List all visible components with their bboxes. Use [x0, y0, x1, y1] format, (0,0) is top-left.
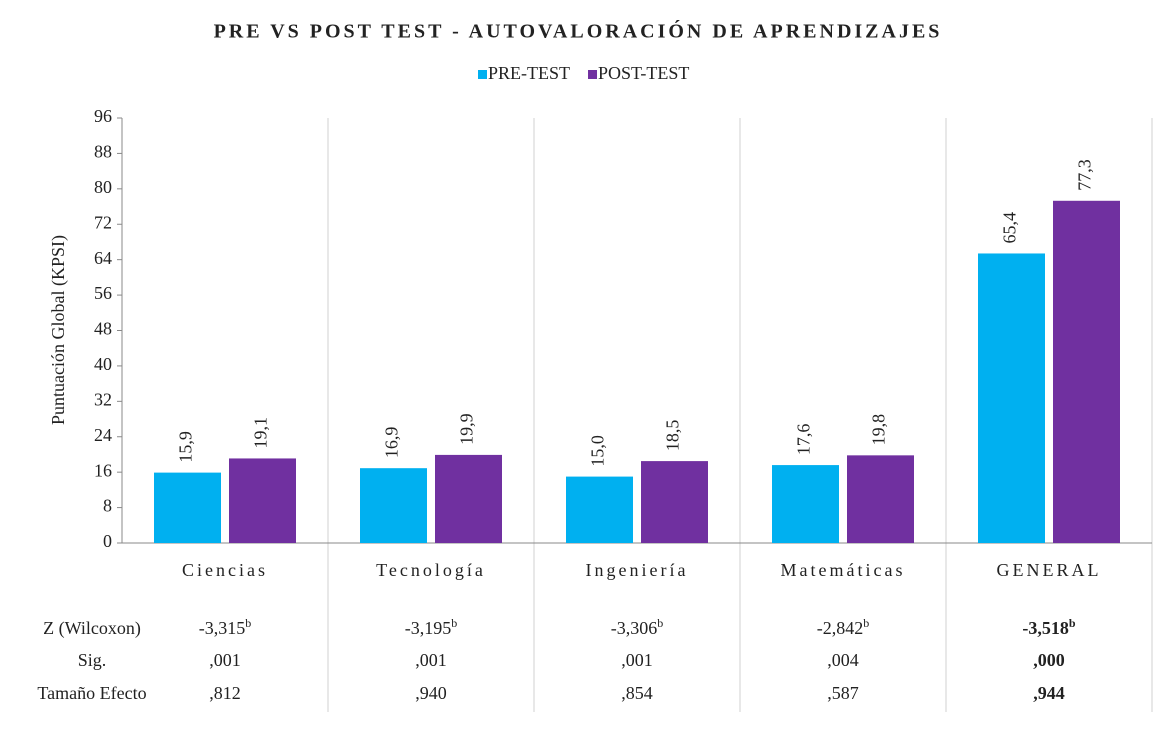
value-label: 18,5: [663, 420, 683, 452]
table-cell: ,812: [209, 683, 241, 703]
table-cell: ,001: [621, 650, 653, 670]
cell-superscript: b: [1069, 616, 1076, 630]
bar: [978, 253, 1045, 543]
value-label: 77,3: [1075, 159, 1095, 191]
bar: [154, 472, 221, 543]
y-tick-label: 8: [103, 496, 112, 516]
y-tick-label: 0: [103, 531, 112, 551]
table-cell: -3,195b: [405, 616, 458, 638]
bar: [566, 476, 633, 543]
value-label: 17,6: [794, 424, 814, 456]
bar: [360, 468, 427, 543]
table-cell: -3,315b: [199, 616, 252, 638]
legend-swatch: [588, 70, 598, 79]
legend-swatch: [478, 70, 487, 79]
cell-value: -2,842: [817, 618, 864, 638]
y-axis-label: Puntuación Global (KPSI): [48, 235, 69, 425]
y-tick-label: 48: [94, 319, 112, 339]
bar: [641, 461, 708, 543]
cell-superscript: b: [451, 616, 457, 630]
cell-value: -3,195: [405, 618, 452, 638]
table-cell: -3,518b: [1022, 616, 1076, 638]
x-tick-label: Matemáticas: [781, 560, 906, 580]
bar: [772, 465, 839, 543]
y-tick-label: 56: [94, 283, 112, 303]
bar: [847, 455, 914, 543]
legend-label: POST-TEST: [598, 63, 689, 83]
row-label: Tamaño Efecto: [37, 683, 146, 703]
value-label: 15,0: [588, 435, 608, 467]
bar: [435, 454, 502, 543]
bar: [1053, 200, 1120, 544]
y-tick-label: 32: [94, 389, 112, 409]
bar: [229, 458, 296, 543]
value-label: 19,1: [251, 417, 271, 449]
cell-superscript: b: [657, 616, 663, 630]
cell-value: -3,518: [1022, 618, 1069, 638]
y-tick-label: 24: [94, 425, 112, 445]
y-tick-label: 64: [94, 248, 112, 268]
table-cell: -3,306b: [611, 616, 664, 638]
x-tick-label: GENERAL: [997, 560, 1102, 580]
cell-value: -3,306: [611, 618, 658, 638]
table-cell: ,587: [827, 683, 859, 703]
x-tick-label: Ciencias: [182, 560, 268, 580]
x-tick-label: Ingeniería: [586, 560, 689, 580]
y-tick-label: 96: [94, 106, 112, 126]
table-cell: -2,842b: [817, 616, 870, 638]
y-tick-label: 40: [94, 354, 112, 374]
y-tick-label: 72: [94, 212, 112, 232]
chart-title: PRE VS POST TEST - AUTOVALORACIÓN DE APR…: [214, 19, 943, 43]
table-cell: ,001: [415, 650, 447, 670]
value-label: 19,8: [869, 414, 889, 446]
value-label: 15,9: [176, 431, 196, 463]
table-cell: ,944: [1033, 683, 1065, 703]
cell-superscript: b: [245, 616, 251, 630]
row-label: Sig.: [78, 650, 107, 670]
x-tick-label: Tecnología: [376, 560, 486, 580]
table-cell: ,001: [209, 650, 241, 670]
value-label: 19,9: [457, 413, 477, 445]
y-tick-label: 80: [94, 177, 112, 197]
cell-value: -3,315: [199, 618, 246, 638]
y-tick-label: 88: [94, 142, 112, 162]
cell-superscript: b: [863, 616, 869, 630]
value-label: 16,9: [382, 427, 402, 459]
table-cell: ,854: [621, 683, 653, 703]
table-cell: ,004: [827, 650, 859, 670]
y-tick-label: 16: [94, 460, 112, 480]
table-cell: ,940: [415, 683, 447, 703]
legend-label: PRE-TEST: [488, 63, 570, 83]
value-label: 65,4: [1000, 212, 1020, 244]
row-label: Z (Wilcoxon): [43, 618, 141, 639]
table-cell: ,000: [1033, 650, 1065, 670]
